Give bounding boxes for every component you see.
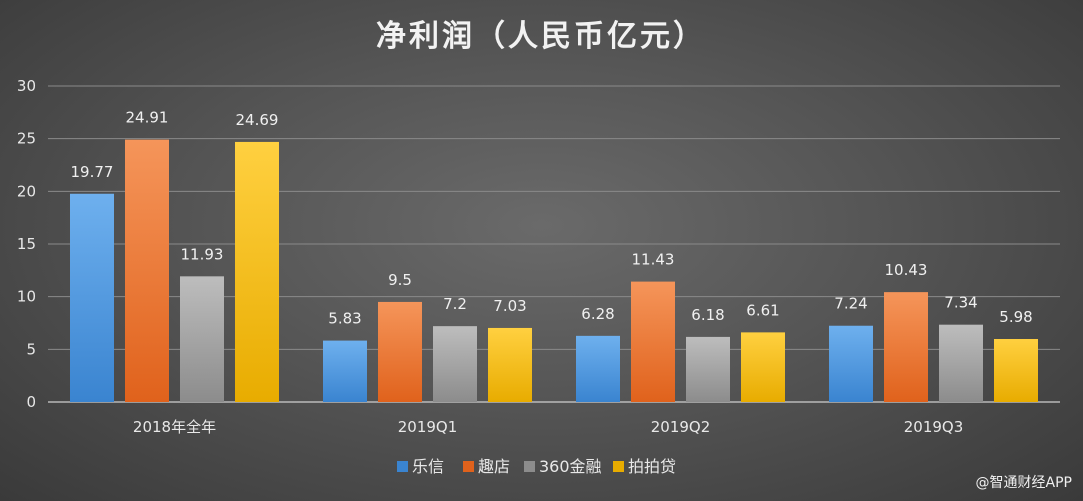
y-tick-label: 10 [17,288,36,306]
legend-swatch [463,461,474,472]
x-axis-categories: 2018年全年 2019Q1 2019Q2 2019Q3 [133,418,963,436]
data-label: 11.43 [632,251,675,269]
bar [686,336,730,402]
y-axis-ticks: 0 5 10 15 20 25 30 [17,77,36,411]
data-label: 19.77 [71,163,114,181]
data-label: 7.34 [944,294,977,312]
bar [378,301,422,402]
data-label: 6.28 [581,305,614,323]
data-labels: 19.77 24.91 11.93 24.69 5.83 9.5 7.2 7.03 6.28 11… [71,109,1033,328]
x-category-label: 2019Q3 [904,418,964,436]
bar [829,325,873,402]
legend-swatch [613,461,624,472]
data-label: 24.91 [126,109,169,127]
x-category-label: 2018年全年 [133,418,216,436]
legend-label: 360金融 [539,457,602,476]
bar [741,332,785,402]
legend: 乐信 趣店 360金融 拍拍贷 [397,457,676,476]
bar [433,326,477,402]
y-tick-label: 30 [17,77,36,95]
data-label: 24.69 [236,111,279,129]
bar [323,340,367,402]
bar [994,339,1038,402]
bar [576,335,620,402]
y-tick-label: 5 [26,340,36,358]
bar [939,324,983,402]
legend-label: 拍拍贷 [628,457,676,476]
bars [70,139,1038,402]
data-label: 7.2 [443,295,467,313]
bar [235,141,279,402]
bar [125,139,169,402]
bar [488,327,532,402]
watermark: @智通财经APP [976,475,1072,491]
legend-label: 乐信 [412,457,444,476]
data-label: 5.98 [999,308,1032,326]
y-tick-label: 0 [26,393,36,411]
y-tick-label: 20 [17,182,36,200]
x-category-label: 2019Q1 [398,418,458,436]
data-label: 7.03 [493,297,526,315]
bar [884,292,928,402]
data-label: 10.43 [885,261,928,279]
legend-swatch [524,461,535,472]
legend-swatch [397,461,408,472]
y-tick-label: 25 [17,130,36,148]
data-label: 6.18 [691,306,724,324]
data-label: 11.93 [181,245,224,263]
bar [70,193,114,402]
y-tick-label: 15 [17,235,36,253]
data-label: 6.61 [746,301,779,319]
data-label: 5.83 [328,310,361,328]
legend-label: 趣店 [478,457,510,476]
chart-title: 净利润（人民币亿元） [376,19,706,54]
data-label: 9.5 [388,271,412,289]
x-category-label: 2019Q2 [651,418,711,436]
data-label: 7.24 [834,295,867,313]
bar [631,281,675,402]
bar [180,276,224,402]
